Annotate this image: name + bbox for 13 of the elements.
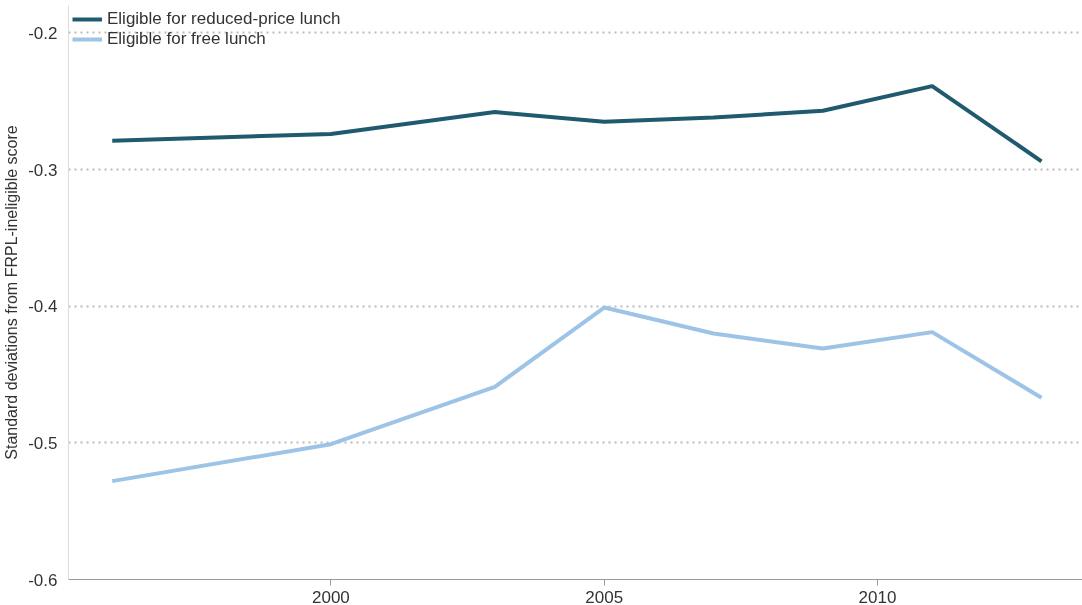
x-tick-label: 2000 [311,587,350,605]
y-tick-label: -0.5 [28,433,58,453]
line-series [110,84,1044,164]
x-tick-label: 2010 [858,587,897,605]
y-tick-label: -0.2 [28,23,58,43]
x-tick-label: 2005 [585,587,624,605]
line-series [110,305,1044,484]
legend-label: Eligible for reduced-price lunch [107,9,341,29]
y-tick-label: -0.4 [28,297,58,317]
y-tick-label: -0.3 [28,160,58,180]
y-tick-label: -0.6 [28,570,58,590]
legend-label: Eligible for free lunch [107,29,266,49]
y-axis-title: Standard deviations from FRPL-ineligible score [3,125,21,460]
